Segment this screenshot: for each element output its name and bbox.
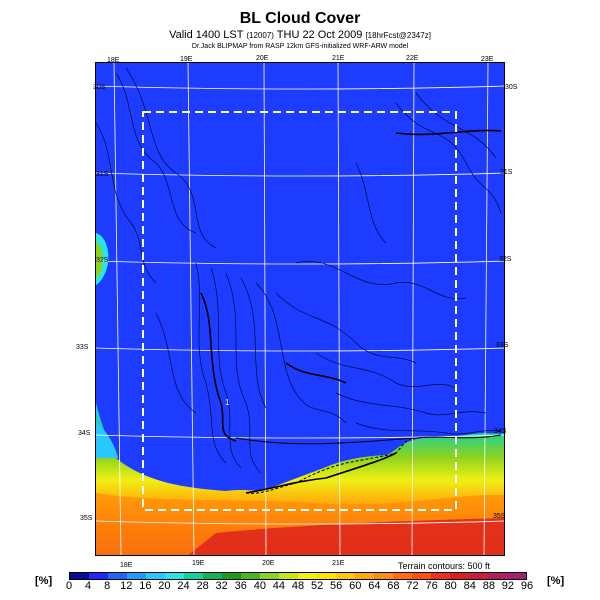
colorbar-tick-label: 20 bbox=[158, 580, 171, 592]
lat-label-left: 34S bbox=[78, 430, 91, 437]
colorbar-swatch bbox=[317, 573, 336, 579]
valid-date: THU 22 Oct 2009 bbox=[276, 29, 363, 41]
colorbar-swatch bbox=[298, 573, 317, 579]
colorbar-tick-label: 12 bbox=[120, 580, 133, 592]
colorbar-tick-label: 64 bbox=[368, 580, 381, 592]
colorbar-tick-label: 96 bbox=[520, 580, 534, 592]
colorbar-tick-label: 44 bbox=[272, 580, 286, 592]
colorbar-tick-label: 8 bbox=[104, 580, 111, 592]
colorbar-tick-label: 60 bbox=[349, 580, 362, 592]
graticule bbox=[96, 63, 504, 555]
lat-label-left: 31S bbox=[96, 171, 109, 178]
lat-label-right: 32S bbox=[499, 256, 512, 263]
colorbar-ticks: 0 4 8 12 16 20 24 28 32 36 40 44 48 52 56 60 64 68 72 76 80 8… bbox=[65, 580, 535, 594]
colorbar-swatch bbox=[336, 573, 355, 579]
colorbar-swatch bbox=[241, 573, 260, 579]
lon-label-bottom: 21E bbox=[332, 560, 345, 567]
colorbar-swatch bbox=[260, 573, 279, 579]
colorbar-tick-label: 24 bbox=[177, 580, 190, 592]
lat-label-right: 35S bbox=[493, 513, 506, 520]
colorbar-tick-label: 40 bbox=[253, 580, 266, 592]
lon-label-top: 21E bbox=[332, 55, 345, 62]
lat-label-right: 34S bbox=[494, 428, 507, 435]
colorbar-swatch bbox=[431, 573, 450, 579]
colorbar-tick-label: 88 bbox=[482, 580, 495, 592]
colorbar-unit-right: [%] bbox=[547, 575, 565, 587]
valid-time: Valid 1400 LST (12007) THU 22 Oct 2009 [… bbox=[0, 29, 600, 41]
colorbar-swatch bbox=[89, 573, 108, 579]
southern-max-cloud bbox=[188, 518, 504, 555]
colorbar-swatch bbox=[165, 573, 184, 579]
colorbar-swatch bbox=[374, 573, 393, 579]
colorbar-swatch bbox=[70, 573, 89, 579]
lat-label-right: 31S bbox=[500, 169, 513, 176]
major-terrain-contours bbox=[200, 129, 502, 494]
terrain-contour-note: Terrain contours: 500 ft bbox=[398, 561, 491, 571]
run-code: (12007) bbox=[246, 31, 274, 40]
colorbar-swatch bbox=[488, 573, 507, 579]
lat-label-left: 33S bbox=[76, 344, 89, 351]
colorbar-swatch bbox=[412, 573, 431, 579]
lat-label-left: 32S bbox=[96, 257, 109, 264]
lon-label-top: 22E bbox=[406, 55, 419, 62]
colorbar-tick-label: 72 bbox=[406, 580, 419, 592]
colorbar-tick-label: 0 bbox=[65, 580, 73, 592]
point-marker-label: 1 bbox=[225, 398, 230, 407]
colorbar-swatch bbox=[222, 573, 241, 579]
lat-label-left: 30S bbox=[93, 84, 106, 91]
colorbar bbox=[69, 572, 527, 580]
lat-label-right: 30S bbox=[505, 84, 518, 91]
colorbar-swatch bbox=[127, 573, 146, 579]
lon-label-bottom: 19E bbox=[192, 560, 205, 567]
colorbar-swatch bbox=[203, 573, 222, 579]
colorbar-swatch bbox=[355, 573, 374, 579]
colorbar-unit-left: [%] bbox=[35, 575, 53, 587]
colorbar-tick-label: 36 bbox=[234, 580, 247, 592]
cloud-cover-map: 1 bbox=[95, 62, 505, 556]
inner-domain-box bbox=[142, 111, 457, 511]
colorbar-swatch bbox=[393, 573, 412, 579]
lon-label-bottom: 18E bbox=[120, 562, 133, 569]
colorbar-swatch bbox=[507, 573, 526, 579]
forecast-hour: [18hrFcst@2347z] bbox=[365, 31, 431, 40]
colorbar-tick-label: 4 bbox=[85, 580, 92, 592]
lat-label-right: 33S bbox=[496, 342, 509, 349]
colorbar-tick-label: 84 bbox=[463, 580, 476, 592]
map-canvas: 1 bbox=[96, 63, 504, 555]
colorbar-swatch bbox=[450, 573, 469, 579]
model-source: Dr.Jack BLIPMAP from RASP 12km GFS-initi… bbox=[191, 43, 409, 50]
west-cloud-core bbox=[96, 241, 103, 278]
colorbar-swatch bbox=[184, 573, 203, 579]
lon-label-top: 20E bbox=[256, 55, 269, 62]
colorbar-tick-label: 28 bbox=[196, 580, 209, 592]
lon-label-top: 19E bbox=[180, 56, 193, 63]
colorbar-tick-label: 48 bbox=[291, 580, 305, 592]
lon-label-bottom: 20E bbox=[262, 560, 275, 567]
coastline bbox=[245, 438, 412, 494]
lat-label-left: 35S bbox=[80, 515, 93, 522]
colorbar-swatch bbox=[279, 573, 298, 579]
lon-label-top: 23E bbox=[481, 56, 494, 63]
terrain-contours bbox=[96, 67, 502, 474]
west-coast-edge bbox=[96, 423, 118, 458]
colorbar-tick-label: 56 bbox=[330, 580, 343, 592]
colorbar-tick-label: 80 bbox=[444, 580, 457, 592]
page-title: BL Cloud Cover bbox=[239, 10, 361, 27]
colorbar-tick-label: 68 bbox=[387, 580, 400, 592]
colorbar-tick-label: 32 bbox=[215, 580, 228, 592]
colorbar-tick-label: 52 bbox=[310, 580, 324, 592]
colorbar-swatch bbox=[469, 573, 488, 579]
colorbar-tick-label: 92 bbox=[501, 580, 515, 592]
colorbar-swatch bbox=[146, 573, 165, 579]
colorbar-tick-label: 76 bbox=[425, 580, 438, 592]
valid-label: Valid 1400 LST bbox=[169, 29, 244, 41]
lon-label-top: 18E bbox=[107, 57, 120, 64]
colorbar-swatch bbox=[108, 573, 127, 579]
colorbar-tick-label: 16 bbox=[139, 580, 152, 592]
